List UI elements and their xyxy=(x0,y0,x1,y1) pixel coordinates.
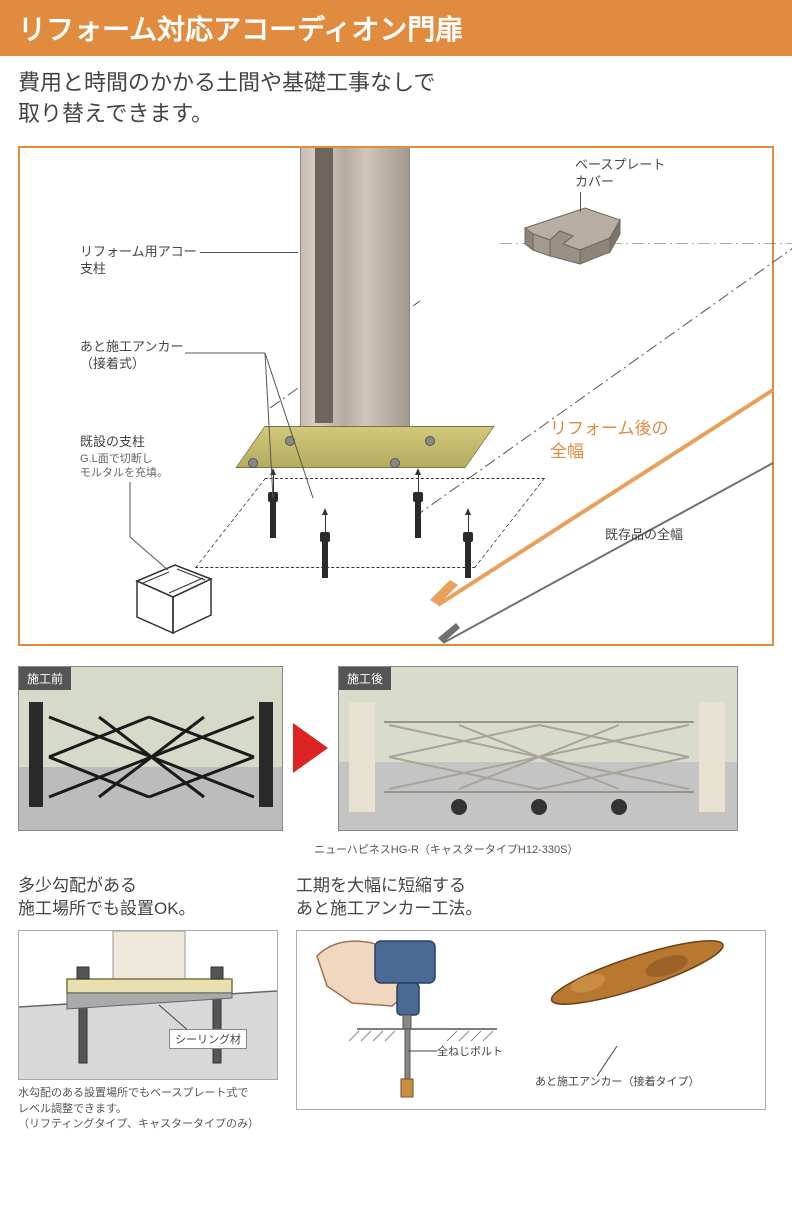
leader-line xyxy=(185,348,315,513)
slope-caption: 水勾配のある設置場所でもベースプレート式で レベル調整できます。 （リフティング… xyxy=(18,1086,278,1132)
old-post-outline xyxy=(135,563,213,635)
bolt-label: 全ねじボルト xyxy=(437,1043,503,1059)
slope-illustration: シーリング材 xyxy=(18,930,278,1080)
anchor-pin-icon xyxy=(322,540,328,578)
label-old-post-note: G.L面で切断し モルタルを充填。 xyxy=(80,452,168,482)
red-arrow-icon xyxy=(293,723,328,773)
baseplate-cover-illustration xyxy=(515,198,625,268)
arrow-up-icon xyxy=(325,514,326,539)
after-gate-sketch xyxy=(339,667,738,831)
before-after-row: 施工前 施工後 xyxy=(0,660,792,837)
bolt-icon xyxy=(390,458,400,468)
photo-after: 施工後 xyxy=(338,666,738,831)
anchor-illustration: 全ねじボルト あと施工アンカー（接着タイプ） xyxy=(296,930,766,1110)
bottom-row: 多少勾配がある 施工場所でも設置OK。 シーリング材 水勾配のある設置場所でもベ… xyxy=(0,857,792,1153)
label-reform-width: リフォーム後の 全幅 xyxy=(550,418,669,464)
anchor-method-column: 工期を大幅に短縮する あと施工アンカー工法。 xyxy=(296,875,766,1133)
leader-line xyxy=(580,192,581,212)
after-tag: 施工後 xyxy=(339,667,391,690)
before-gate-sketch xyxy=(19,667,283,831)
after-caption: ニューハピネスHG-R（キャスタータイプH12-330S） xyxy=(0,841,792,857)
label-anchor: あと施工アンカー （接着式） xyxy=(80,338,183,373)
photo-before: 施工前 xyxy=(18,666,283,831)
main-diagram: ベースプレート カバー リフォーム用アコー 支柱 あと施工アンカー （接着式） … xyxy=(18,146,774,646)
label-reform-post: リフォーム用アコー 支柱 xyxy=(80,243,197,278)
existing-width-arrow xyxy=(418,443,778,663)
subtitle: 費用と時間のかかる土間や基礎工事なしで 取り替えできます。 xyxy=(0,56,792,138)
leader-line xyxy=(200,252,298,253)
sealing-label: シーリング材 xyxy=(169,1029,247,1049)
page-title: リフォーム対応アコーディオン門扉 xyxy=(18,14,463,45)
label-baseplate-cover: ベースプレート カバー xyxy=(575,156,665,191)
label-existing-width: 既存品の全幅 xyxy=(605,526,683,544)
slope-ok-column: 多少勾配がある 施工場所でも設置OK。 シーリング材 水勾配のある設置場所でもベ… xyxy=(18,875,278,1133)
anchor-heading: 工期を大幅に短縮する あと施工アンカー工法。 xyxy=(296,875,766,921)
label-old-post-title: 既設の支柱 xyxy=(80,433,145,451)
reform-post-groove xyxy=(315,148,333,423)
slope-heading: 多少勾配がある 施工場所でも設置OK。 xyxy=(18,875,278,921)
page-title-bar: リフォーム対応アコーディオン門扉 xyxy=(0,0,792,56)
anchor-capsule-label: あと施工アンカー（接着タイプ） xyxy=(535,1073,700,1089)
leader-line xyxy=(120,482,180,572)
before-tag: 施工前 xyxy=(19,667,71,690)
